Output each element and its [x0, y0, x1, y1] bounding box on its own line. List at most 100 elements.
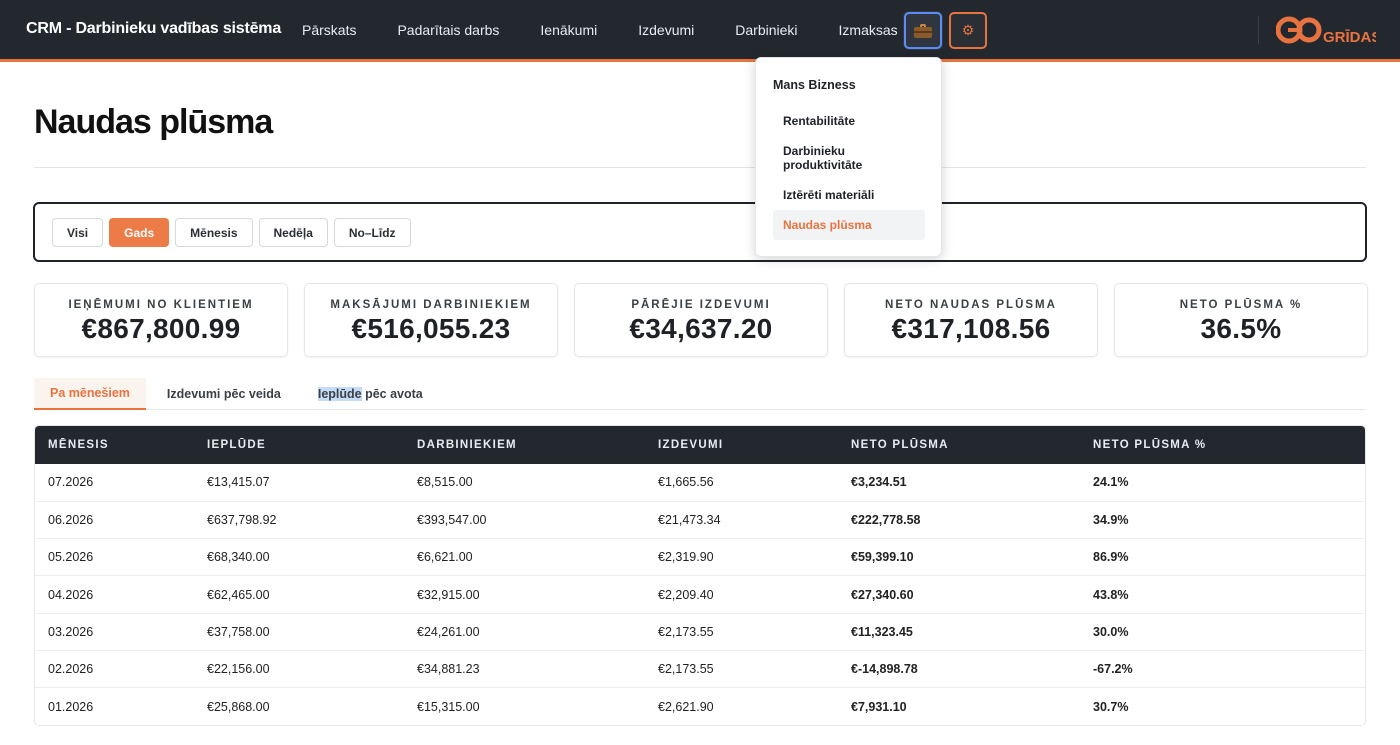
kpi-value: €34,637.20 [629, 313, 773, 344]
table-row: 03.2026 €37,758.00 €24,261.00 €2,173.55 … [35, 612, 1365, 651]
nav-item-income[interactable]: Ienākumi [540, 22, 598, 38]
filter-week-button[interactable]: Nedēļa [258, 218, 328, 247]
cell-expenses: €2,173.55 [658, 649, 851, 688]
tab-inflow-by-source[interactable]: Ieplūde pēc avota [302, 378, 439, 410]
cell-inflow: €13,415.07 [207, 475, 270, 490]
table-row: 04.2026 €62,465.00 €32,915.00 €2,209.40 … [35, 575, 1365, 614]
kpi-card-net-percent: Neto plūsma % 36.5% [1114, 283, 1368, 357]
nav-item-work-done[interactable]: Padarītais darbs [397, 22, 500, 38]
main-nav: Pārskats Padarītais darbs Ienākumi Izdev… [302, 22, 939, 38]
cell-expenses: €2,173.55 [658, 612, 851, 651]
tab-label-rest: pēc avota [361, 387, 423, 401]
kpi-value: €516,055.23 [351, 313, 511, 344]
cell-expenses: €1,665.56 [658, 475, 714, 490]
cell-net-percent: 86.9% [1093, 538, 1365, 576]
nav-item-costs[interactable]: Izmaksas [838, 22, 898, 38]
cell-net-flow: €27,340.60 [851, 575, 1093, 614]
cell-employees: €15,315.00 [417, 687, 658, 726]
column-header-net-percent[interactable]: Neto plūsma % [1093, 439, 1207, 451]
cell-employees: €8,515.00 [417, 475, 473, 490]
cell-net-flow: €3,234.51 [851, 475, 907, 490]
cell-month: 01.2026 [35, 687, 207, 726]
cell-employees: €6,621.00 [417, 538, 658, 576]
cell-employees: €393,547.00 [417, 500, 658, 539]
business-dropdown-menu: Mans Bizness Rentabilitāte Darbinieku pr… [755, 57, 942, 257]
view-tabs: Pa mēnešiem Izdevumi pēc veida Ieplūde p… [34, 378, 1366, 410]
cell-month: 06.2026 [35, 500, 207, 539]
kpi-label: Ieņēmumi no klientiem [68, 299, 254, 311]
menu-item-materials-used[interactable]: Iztērēti materiāli [783, 188, 875, 202]
kpi-value: €867,800.99 [81, 313, 241, 344]
cell-month: 05.2026 [35, 538, 207, 576]
filter-month-button[interactable]: Mēnesis [175, 218, 253, 247]
table-row: 07.2026 €13,415.07 €8,515.00 €1,665.56 €… [35, 464, 1365, 501]
cell-net-flow: €222,778.58 [851, 500, 1093, 539]
kpi-label: Neto naudas plūsma [885, 299, 1057, 311]
cell-month: 04.2026 [35, 575, 207, 614]
table-header-row: Mēnesis Ieplūde Darbiniekiem Izdevumi Ne… [35, 426, 1365, 464]
cell-net-percent: 43.8% [1093, 575, 1365, 614]
cell-month: 02.2026 [35, 649, 207, 688]
cell-expenses: €21,473.34 [658, 500, 851, 539]
column-header-month[interactable]: Mēnesis [48, 439, 109, 451]
table-row: 05.2026 €68,340.00 €6,621.00 €2,319.90 €… [35, 538, 1365, 576]
cell-net-percent: 30.0% [1093, 612, 1365, 651]
nav-item-expenses[interactable]: Izdevumi [638, 22, 695, 38]
filter-year-button[interactable]: Gads [109, 218, 170, 247]
kpi-label: Maksājumi darbiniekiem [330, 299, 532, 311]
cell-net-flow: €59,399.10 [851, 538, 1093, 576]
company-logo[interactable]: GRĪDAS [1276, 16, 1376, 46]
cell-expenses: €2,621.90 [658, 687, 851, 726]
tab-by-month[interactable]: Pa mēnešiem [34, 378, 146, 410]
top-navbar: CRM - Darbinieku vadības sistēma Pārskat… [0, 0, 1400, 62]
nav-item-employees[interactable]: Darbinieki [735, 22, 798, 38]
cell-net-flow: €7,931.10 [851, 687, 1093, 726]
kpi-value: €317,108.56 [891, 313, 1051, 344]
cell-month: 03.2026 [35, 612, 207, 651]
svg-text:GRĪDAS: GRĪDAS [1323, 29, 1376, 46]
kpi-value: 36.5% [1200, 313, 1282, 344]
cell-expenses: €2,319.90 [658, 538, 851, 576]
app-title[interactable]: CRM - Darbinieku vadības sistēma [26, 20, 282, 37]
selected-text-highlight: Ieplūde [317, 387, 362, 401]
menu-item-cash-flow[interactable]: Naudas plūsma [773, 210, 925, 240]
table-row: 02.2026 €22,156.00 €34,881.23 €2,173.55 … [35, 649, 1365, 688]
kpi-card-client-income: Ieņēmumi no klientiem €867,800.99 [34, 283, 288, 357]
cell-inflow: €37,758.00 [207, 612, 417, 651]
settings-button[interactable]: ⚙ [949, 12, 987, 49]
cell-inflow: €68,340.00 [207, 538, 417, 576]
tab-expenses-by-type[interactable]: Izdevumi pēc veida [166, 387, 281, 401]
cell-net-percent: 30.7% [1093, 687, 1365, 726]
cell-net-percent: 24.1% [1093, 475, 1129, 490]
divider [34, 167, 1366, 168]
business-menu-button[interactable] [904, 12, 942, 49]
cell-inflow: €637,798.92 [207, 500, 417, 539]
filter-range-button[interactable]: No–Līdz [333, 218, 411, 247]
dropdown-heading: Mans Bizness [773, 78, 856, 92]
menu-item-employee-productivity[interactable]: Darbinieku produktivitāte [783, 144, 863, 172]
table-row: 06.2026 €637,798.92 €393,547.00 €21,473.… [35, 500, 1365, 539]
navbar-divider [1258, 16, 1259, 44]
menu-item-profitability[interactable]: Rentabilitāte [783, 114, 856, 128]
cell-inflow: €62,465.00 [207, 575, 417, 614]
briefcase-icon [914, 23, 932, 38]
kpi-card-net-cashflow: Neto naudas plūsma €317,108.56 [844, 283, 1098, 357]
column-header-expenses[interactable]: Izdevumi [658, 439, 724, 451]
column-header-inflow[interactable]: Ieplūde [207, 439, 266, 451]
column-header-net-flow[interactable]: Neto plūsma [851, 439, 949, 451]
cell-month: 07.2026 [48, 475, 94, 490]
cell-employees: €32,915.00 [417, 575, 658, 614]
page-title: Naudas plūsma [34, 103, 273, 141]
summary-cards: Ieņēmumi no klientiem €867,800.99 Maksāj… [34, 283, 1368, 357]
period-filter-panel: Visi Gads Mēnesis Nedēļa No–Līdz [33, 202, 1367, 262]
filter-all-button[interactable]: Visi [52, 218, 104, 247]
cell-employees: €34,881.23 [417, 649, 658, 688]
kpi-label: Neto plūsma % [1179, 299, 1303, 311]
nav-item-overview[interactable]: Pārskats [302, 22, 357, 38]
kpi-label: Pārējie izdevumi [631, 299, 771, 311]
gear-icon: ⚙ [961, 22, 975, 38]
cell-expenses: €2,209.40 [658, 575, 851, 614]
column-header-employees[interactable]: Darbiniekiem [417, 439, 517, 451]
cell-employees: €24,261.00 [417, 612, 658, 651]
kpi-card-other-expenses: Pārējie izdevumi €34,637.20 [574, 283, 828, 357]
